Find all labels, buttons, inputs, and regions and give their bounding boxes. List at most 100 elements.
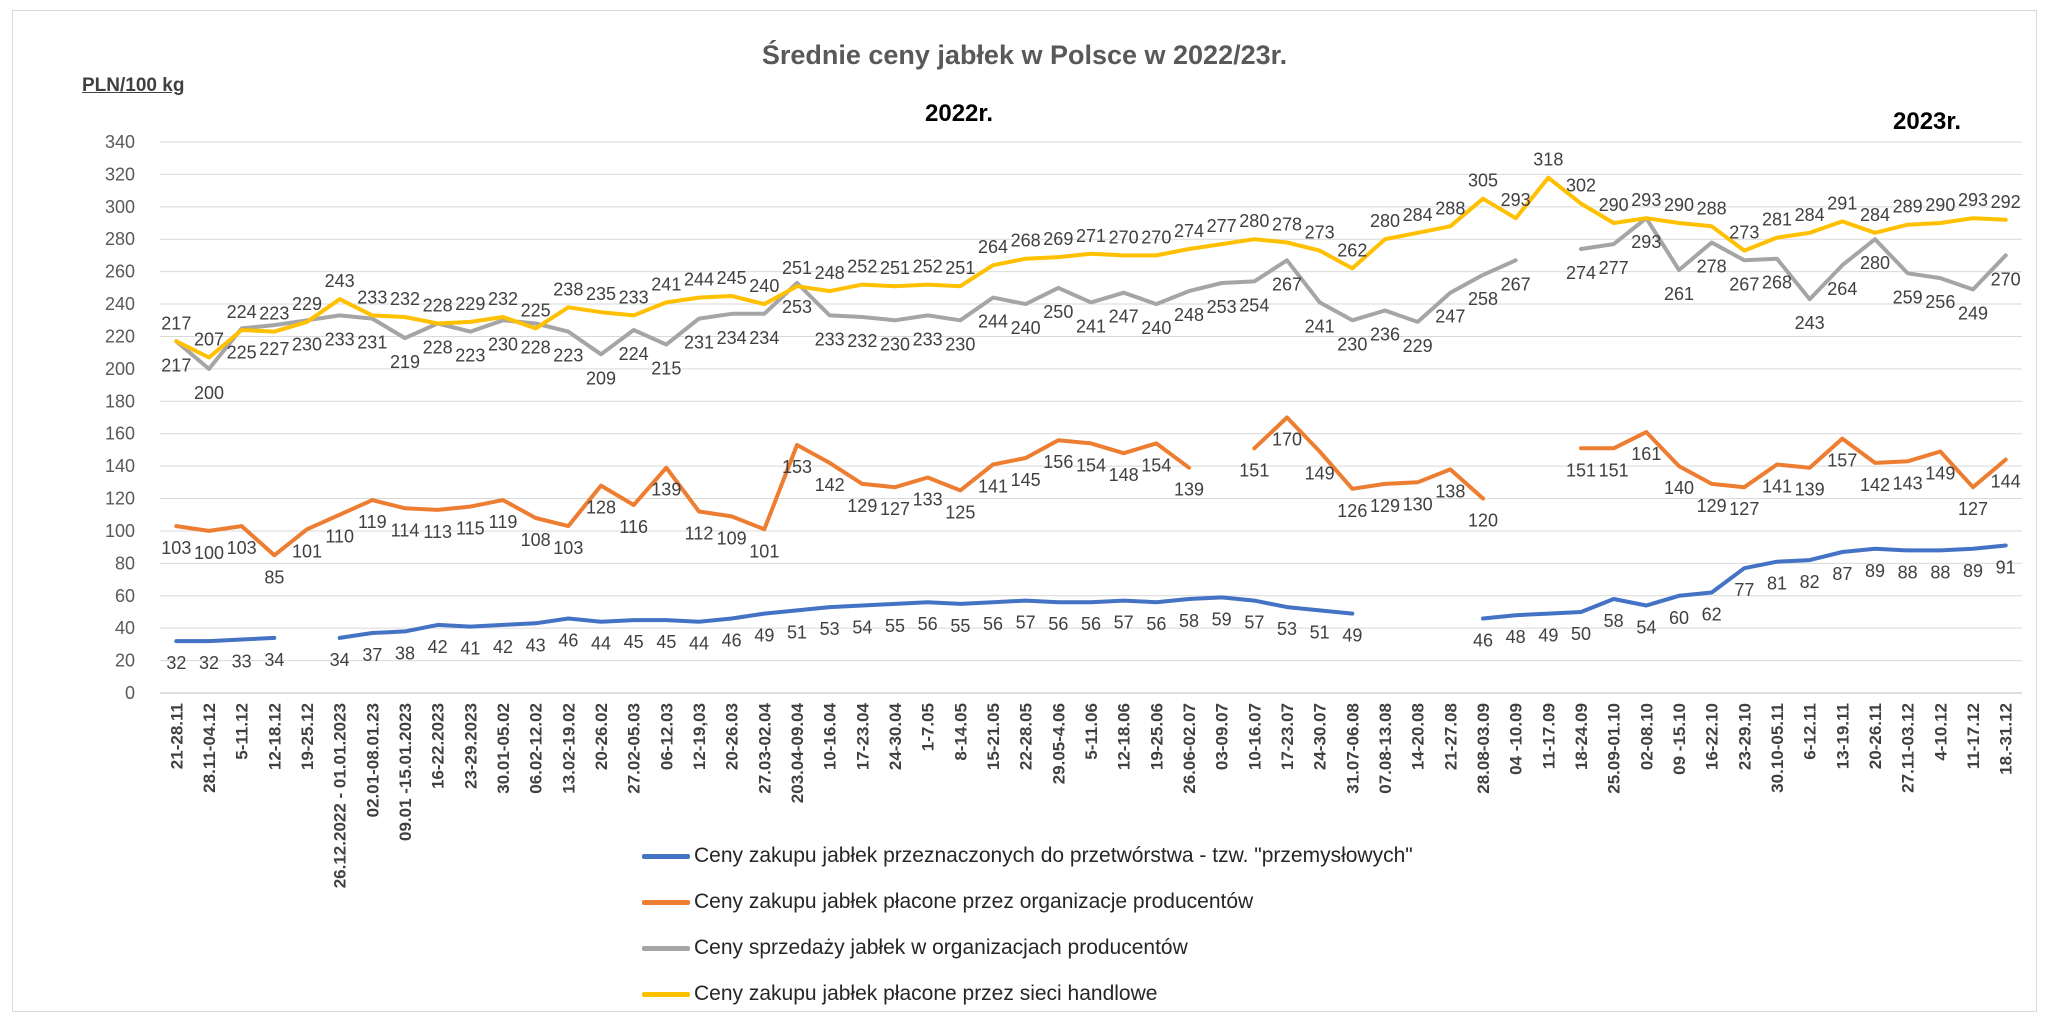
- data-label: 126: [1337, 501, 1367, 521]
- legend: Ceny zakupu jabłek przeznaczonych do prz…: [642, 833, 1413, 1017]
- data-label: 280: [1860, 253, 1890, 273]
- data-label: 293: [1631, 190, 1661, 210]
- data-label: 245: [717, 268, 747, 288]
- data-label: 253: [782, 297, 812, 317]
- data-label: 103: [227, 538, 257, 558]
- data-label: 290: [1925, 195, 1955, 215]
- data-label: 56: [918, 614, 938, 634]
- y-tick-label: 20: [115, 651, 135, 671]
- legend-item: Ceny zakupu jabłek przeznaczonych do prz…: [642, 833, 1413, 879]
- data-label: 270: [1991, 269, 2021, 289]
- data-label: 154: [1076, 455, 1106, 475]
- x-tick-label: 07.08-13.08: [1376, 703, 1395, 794]
- data-label: 249: [1958, 303, 1988, 323]
- y-tick-label: 260: [105, 262, 135, 282]
- data-label: 46: [558, 630, 578, 650]
- data-label: 268: [1762, 273, 1792, 293]
- x-tick-label: 12-19,03: [690, 703, 709, 770]
- data-label: 141: [1762, 476, 1792, 496]
- x-tick-label: 5-11.12: [233, 703, 252, 760]
- data-label: 119: [489, 512, 518, 532]
- data-label: 112: [685, 523, 714, 543]
- x-tick-label: 06-12.03: [657, 703, 676, 770]
- data-label: 49: [754, 626, 774, 646]
- data-label: 151: [1599, 460, 1629, 480]
- data-label: 48: [1506, 627, 1526, 647]
- data-label: 251: [782, 258, 812, 278]
- x-tick-label: 31.07-06.08: [1343, 703, 1362, 794]
- x-tick-label: 23-29.10: [1735, 703, 1754, 770]
- data-label: 140: [1664, 478, 1694, 498]
- data-label: 42: [493, 637, 513, 657]
- data-label: 229: [292, 294, 322, 314]
- data-label: 151: [1239, 460, 1269, 480]
- data-label: 224: [227, 302, 257, 322]
- data-label: 91: [1996, 558, 2016, 578]
- x-tick-label: 23-29.2023: [461, 703, 480, 789]
- data-label: 277: [1207, 216, 1237, 236]
- data-label: 267: [1501, 274, 1531, 294]
- y-tick-label: 120: [105, 489, 135, 509]
- y-tick-label: 320: [105, 164, 135, 184]
- data-label: 57: [1114, 613, 1134, 633]
- data-label: 230: [488, 334, 518, 354]
- data-label: 244: [978, 312, 1008, 332]
- data-label: 240: [1141, 318, 1171, 338]
- x-tick-label: 03-09.07: [1213, 703, 1232, 770]
- series-line: [1579, 430, 2008, 490]
- x-tick-label: 26.06-02.07: [1180, 703, 1199, 794]
- x-tick-label: 14-20.08: [1409, 703, 1428, 770]
- data-label: 270: [1141, 227, 1171, 247]
- data-label: 51: [1310, 622, 1330, 642]
- x-tick-label: 20-26.11: [1866, 703, 1885, 769]
- y-tick-label: 140: [105, 456, 135, 476]
- x-tick-label: 24-30.07: [1311, 703, 1330, 770]
- data-label: 55: [950, 616, 970, 636]
- data-label: 55: [885, 616, 905, 636]
- data-label: 267: [1729, 274, 1759, 294]
- data-label: 77: [1734, 580, 1754, 600]
- data-label: 46: [1473, 630, 1493, 650]
- data-label: 114: [391, 520, 420, 540]
- legend-item: Ceny zakupu jabłek płacone przez organiz…: [642, 879, 1413, 925]
- data-label: 230: [292, 334, 322, 354]
- data-label: 120: [1468, 511, 1498, 531]
- data-label: 219: [390, 352, 420, 372]
- data-label: 268: [1011, 231, 1041, 251]
- x-tick-label: 27.03-02.04: [755, 702, 774, 793]
- data-label: 284: [1860, 205, 1890, 225]
- data-label: 293: [1501, 190, 1531, 210]
- data-label: 240: [749, 276, 779, 296]
- data-label: 290: [1599, 195, 1629, 215]
- data-label: 243: [325, 271, 355, 291]
- data-label: 49: [1538, 626, 1558, 646]
- x-tick-label: 19-25.06: [1147, 703, 1166, 770]
- data-label: 139: [1174, 480, 1204, 500]
- x-tick-label: 16-22.10: [1703, 703, 1722, 770]
- data-label: 37: [362, 645, 382, 665]
- data-label: 45: [624, 632, 644, 652]
- data-label: 273: [1729, 223, 1759, 243]
- data-label: 232: [390, 289, 420, 309]
- x-tick-label: 203.04-09.04: [788, 702, 807, 803]
- data-label: 45: [656, 632, 676, 652]
- data-label: 58: [1179, 611, 1199, 631]
- data-label: 89: [1865, 561, 1885, 581]
- data-label: 284: [1795, 205, 1825, 225]
- data-label: 85: [264, 567, 284, 587]
- data-label: 110: [325, 527, 354, 547]
- x-tick-label: 10-16.07: [1245, 703, 1264, 770]
- data-label: 244: [684, 270, 714, 290]
- data-label: 139: [1795, 480, 1825, 500]
- data-label: 267: [1272, 274, 1302, 294]
- legend-swatch: [642, 945, 690, 951]
- legend-label: Ceny zakupu jabłek przeznaczonych do prz…: [694, 844, 1413, 867]
- data-label: 318: [1533, 150, 1563, 170]
- x-tick-label: 18.-31.12: [1997, 703, 2016, 775]
- x-tick-label: 24-30.04: [886, 702, 905, 770]
- data-label: 261: [1664, 284, 1694, 304]
- data-label: 264: [1827, 279, 1857, 299]
- data-label: 56: [1146, 614, 1166, 634]
- data-label: 149: [1925, 464, 1955, 484]
- x-tick-label: 8-14.05: [951, 703, 970, 761]
